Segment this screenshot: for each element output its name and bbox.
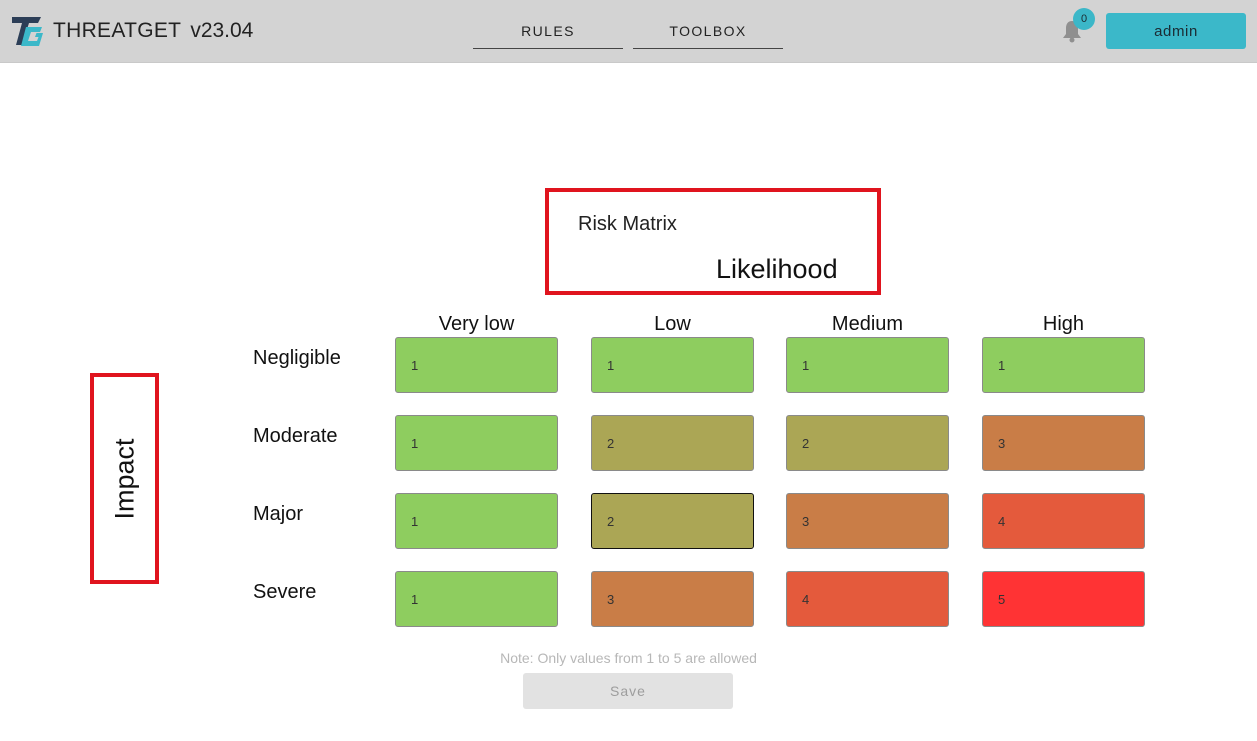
matrix-cell-moderate-high[interactable]: 3 <box>982 415 1145 471</box>
impact-label-box: Impact <box>90 373 159 584</box>
user-menu-button[interactable]: admin <box>1106 13 1246 49</box>
row-header-major: Major <box>253 503 304 525</box>
validation-note: Note: Only values from 1 to 5 are allowe… <box>500 650 757 666</box>
save-button[interactable]: Save <box>523 673 733 709</box>
column-header-very-low: Very low <box>438 313 515 335</box>
matrix-cell-negligible-medium[interactable]: 1 <box>786 337 949 393</box>
app-version: v23.04 <box>190 19 254 42</box>
top-bar: THREATGET v23.04 RULES TOOLBOX 0 admin <box>0 0 1257 63</box>
matrix-cell-major-medium[interactable]: 3 <box>786 493 949 549</box>
matrix-cell-major-low[interactable]: 2 <box>591 493 754 549</box>
matrix-cell-major-high[interactable]: 4 <box>982 493 1145 549</box>
matrix-cell-severe-low[interactable]: 3 <box>591 571 754 627</box>
matrix-cell-moderate-low[interactable]: 2 <box>591 415 754 471</box>
matrix-title-box: Risk Matrix Likelihood <box>545 188 881 295</box>
matrix-cell-moderate-medium[interactable]: 2 <box>786 415 949 471</box>
app-name: THREATGET <box>53 19 182 42</box>
column-header-high: High <box>1042 313 1085 335</box>
matrix-cell-severe-high[interactable]: 5 <box>982 571 1145 627</box>
row-header-moderate: Moderate <box>253 425 338 447</box>
threatget-logo-icon <box>12 17 43 46</box>
matrix-cell-major-very-low[interactable]: 1 <box>395 493 558 549</box>
y-axis-label: Impact <box>109 437 139 520</box>
page-title: Risk Matrix <box>578 213 677 235</box>
tab-rules[interactable]: RULES <box>473 14 623 49</box>
x-axis-label: Likelihood <box>716 254 838 284</box>
notification-count-badge: 0 <box>1073 8 1095 30</box>
column-header-medium: Medium <box>831 313 904 335</box>
matrix-cell-severe-medium[interactable]: 4 <box>786 571 949 627</box>
matrix-cell-negligible-very-low[interactable]: 1 <box>395 337 558 393</box>
matrix-cell-negligible-low[interactable]: 1 <box>591 337 754 393</box>
matrix-cell-moderate-very-low[interactable]: 1 <box>395 415 558 471</box>
tab-toolbox[interactable]: TOOLBOX <box>633 14 783 49</box>
matrix-cell-negligible-high[interactable]: 1 <box>982 337 1145 393</box>
column-header-low: Low <box>654 313 691 335</box>
row-header-negligible: Negligible <box>253 347 341 369</box>
row-header-severe: Severe <box>253 581 317 603</box>
matrix-cell-severe-very-low[interactable]: 1 <box>395 571 558 627</box>
brand[interactable]: THREATGET v23.04 <box>10 13 253 49</box>
